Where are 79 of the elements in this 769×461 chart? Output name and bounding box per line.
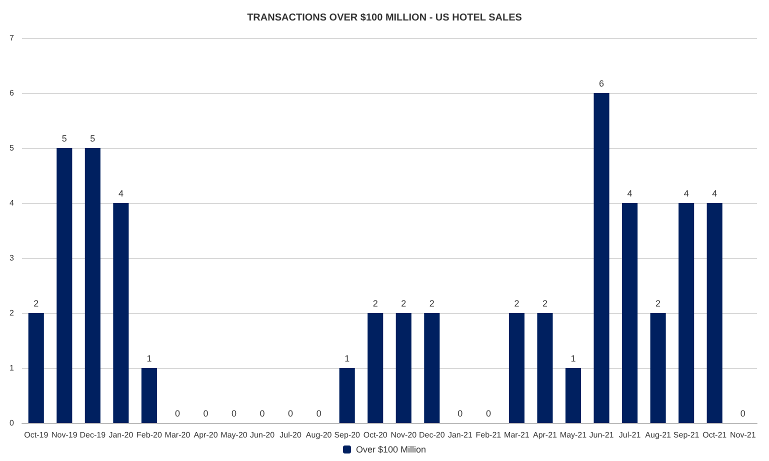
x-tick-label: Mar-20	[164, 430, 191, 440]
data-label: 5	[62, 134, 67, 144]
y-tick-label: 2	[10, 308, 15, 318]
bar	[537, 313, 553, 423]
x-tick-label: Dec-20	[419, 430, 446, 440]
data-label: 2	[542, 298, 548, 308]
data-label: 0	[316, 408, 322, 418]
y-tick-label: 6	[10, 88, 15, 98]
bar	[622, 203, 638, 423]
data-label: 2	[372, 298, 378, 308]
data-label: 1	[344, 354, 350, 364]
bar	[565, 368, 582, 423]
data-label: 0	[486, 408, 491, 418]
bar	[424, 313, 440, 423]
x-tick-label: Jun-20	[250, 430, 276, 440]
x-tick-label: Jul-20	[280, 430, 302, 440]
y-tick-label: 5	[10, 144, 15, 152]
data-label: 5	[90, 134, 96, 144]
bar	[650, 313, 666, 423]
x-tick-label: Jan-21	[448, 430, 473, 440]
data-label: 0	[174, 408, 180, 418]
data-label: 2	[656, 298, 661, 308]
data-label: 4	[712, 188, 718, 198]
y-tick-label: 7	[10, 34, 15, 42]
data-label: 4	[684, 188, 689, 198]
bar	[339, 368, 355, 423]
data-label: 0	[740, 408, 746, 418]
legend-label: Over $100 Million	[356, 444, 426, 454]
x-tick-label: Dec-19	[80, 430, 106, 440]
x-tick-label: Nov-19	[52, 430, 78, 440]
data-label: 1	[146, 354, 152, 364]
x-tick-label: Apr-20	[194, 430, 218, 440]
data-label: 2	[429, 298, 434, 308]
x-tick-label: Oct-20	[363, 430, 388, 440]
data-label: 2	[34, 298, 39, 308]
y-tick-label: 4	[10, 198, 15, 208]
bar	[594, 93, 610, 423]
x-tick-label: Oct-21	[702, 430, 728, 440]
data-label: 0	[458, 408, 463, 418]
data-label: 2	[514, 298, 520, 308]
y-tick-label: 3	[10, 254, 15, 262]
bar	[678, 203, 694, 423]
x-tick-label: Sep-21	[673, 430, 700, 440]
data-label: 6	[599, 78, 604, 88]
x-tick-label: May-21	[560, 430, 588, 440]
x-tick-label: Mar-21	[504, 430, 530, 440]
data-label: 0	[288, 408, 294, 418]
x-tick-label: Aug-20	[306, 430, 332, 440]
bar	[368, 313, 384, 423]
y-tick-label: 0	[10, 418, 15, 428]
x-tick-label: Jun-21	[589, 430, 614, 440]
data-label: 2	[401, 298, 406, 308]
bar	[113, 203, 129, 423]
x-tick-label: Nov-21	[730, 430, 756, 440]
data-label: 4	[627, 188, 632, 198]
y-tick-label: 1	[10, 364, 15, 372]
bar	[56, 148, 72, 423]
bar	[84, 148, 100, 423]
bar	[141, 368, 157, 423]
x-tick-label: Feb-20	[136, 430, 162, 440]
x-tick-label: Oct-19	[24, 430, 49, 440]
data-label: 0	[260, 408, 265, 418]
x-tick-label: Sep-20	[334, 430, 361, 440]
x-tick-label: Feb-21	[476, 430, 502, 440]
x-tick-label: Jul-21	[618, 430, 642, 440]
x-tick-label: Jan-20	[108, 430, 134, 440]
chart-title: TRANSACTIONS OVER $100 MILLION - US HOTEL SALES	[247, 12, 522, 24]
x-tick-label: Aug-21	[645, 430, 672, 440]
data-label: 0	[232, 408, 237, 418]
bar	[28, 313, 44, 423]
bar	[508, 313, 524, 423]
data-label: 0	[203, 408, 208, 418]
data-label: 1	[570, 354, 576, 364]
bar	[396, 313, 412, 423]
bar	[706, 203, 722, 423]
x-tick-label: Nov-20	[390, 430, 418, 440]
data-label: 4	[118, 188, 124, 198]
x-tick-label: Apr-21	[532, 430, 558, 440]
x-tick-label: May-20	[220, 430, 248, 440]
